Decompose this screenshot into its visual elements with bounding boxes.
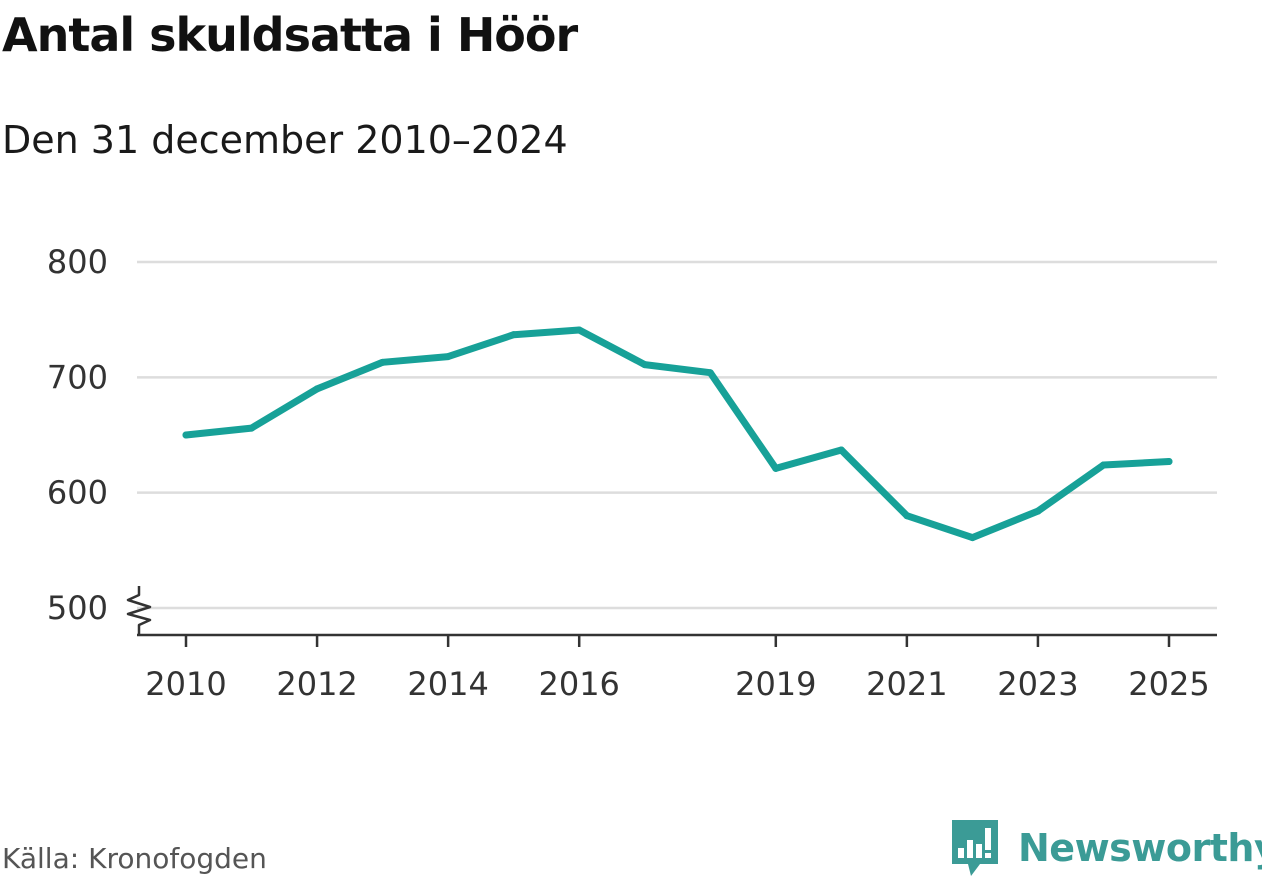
- x-tick-label-2023: 2023: [997, 665, 1078, 703]
- y-tick-label-800: 800: [47, 243, 108, 281]
- data-point-2013: [379, 358, 387, 366]
- data-point-2023: [1034, 507, 1042, 515]
- x-tick-label-2021: 2021: [866, 665, 947, 703]
- x-tick-label-2010: 2010: [145, 665, 226, 703]
- data-point-2018: [706, 369, 714, 377]
- y-tick-label-500: 500: [47, 589, 108, 627]
- y-tick-label-600: 600: [47, 474, 108, 512]
- data-point-2022: [968, 534, 976, 542]
- data-point-2019: [772, 464, 780, 472]
- y-tick-labels: 500 600 700 800: [47, 243, 108, 627]
- data-point-2024: [1099, 461, 1107, 469]
- newsworthy-logo-icon: [952, 820, 998, 876]
- chart-title: Antal skuldsatta i Höör: [2, 8, 578, 62]
- x-tick-label-2012: 2012: [276, 665, 357, 703]
- y-tick-label-700: 700: [47, 358, 108, 396]
- data-point-2010: [182, 431, 190, 439]
- data-point-2020: [837, 446, 845, 454]
- series-line: [182, 326, 1173, 542]
- x-axis: [126, 586, 1217, 647]
- x-tick-label-2014: 2014: [407, 665, 488, 703]
- x-tick-label-2019: 2019: [735, 665, 816, 703]
- x-tick-label-2016: 2016: [538, 665, 619, 703]
- data-point-2015: [510, 331, 518, 339]
- x-tick-labels: 2010 2012 2014 2016 2019 2021 2023 2025: [145, 665, 1209, 703]
- data-point-2017: [641, 361, 649, 369]
- data-point-2014: [444, 353, 452, 361]
- chart-subtitle: Den 31 december 2010–2024: [2, 118, 568, 162]
- data-point-2021: [903, 512, 911, 520]
- source-note: Källa: Kronofogden: [2, 842, 267, 875]
- y-axis-break-icon: [126, 586, 152, 635]
- series-antal-skuldsatta: [182, 326, 1173, 542]
- brand-logo: Newsworthy: [950, 818, 1262, 878]
- x-tick-label-2025: 2025: [1128, 665, 1209, 703]
- data-point-2011: [248, 424, 256, 432]
- data-point-2025: [1165, 458, 1173, 466]
- grid-lines: [137, 260, 1217, 610]
- brand-name: Newsworthy: [1018, 826, 1262, 870]
- data-point-2016: [575, 326, 583, 334]
- data-point-2012: [313, 385, 321, 393]
